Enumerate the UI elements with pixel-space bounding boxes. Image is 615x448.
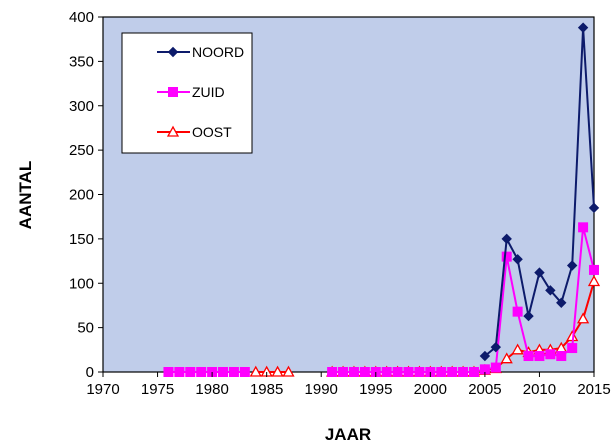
- x-tick-label: 2010: [523, 381, 556, 398]
- x-tick-label: 1980: [195, 381, 228, 398]
- data-point: [185, 367, 196, 377]
- data-point: [458, 367, 469, 377]
- data-point: [566, 260, 578, 271]
- x-tick-label: 1990: [305, 381, 338, 398]
- data-point: [271, 365, 284, 377]
- legend-label: NOORD: [192, 44, 244, 60]
- data-point: [218, 367, 229, 377]
- y-axis-title: AANTAL: [16, 161, 35, 230]
- data-point: [414, 367, 425, 377]
- data-point: [523, 310, 534, 322]
- data-point: [381, 367, 392, 377]
- data-point: [348, 367, 359, 377]
- data-point: [239, 367, 250, 377]
- data-point: [359, 367, 370, 377]
- y-tick-label: 0: [86, 364, 94, 381]
- data-point: [534, 267, 545, 278]
- data-point: [587, 275, 601, 287]
- data-point: [436, 367, 447, 377]
- x-tick-label: 1995: [359, 381, 392, 398]
- legend-marker: [167, 46, 179, 58]
- data-point: [163, 367, 174, 377]
- x-axis-title: JAAR: [325, 425, 371, 444]
- data-point: [392, 367, 403, 377]
- x-tick-label: 2015: [577, 381, 610, 398]
- data-point: [512, 306, 523, 317]
- data-point: [545, 349, 556, 360]
- x-tick-label: 1985: [250, 381, 283, 398]
- data-point: [501, 251, 512, 262]
- legend-marker: [166, 125, 180, 137]
- data-point: [576, 312, 590, 324]
- data-point: [578, 222, 589, 233]
- data-point: [338, 367, 349, 377]
- data-point: [468, 367, 479, 377]
- legend-items: NOORD ZUID OOST: [157, 44, 244, 140]
- data-point: [490, 341, 502, 353]
- legend-label: ZUID: [192, 84, 225, 100]
- data-point: [500, 352, 513, 364]
- y-tick-label: 400: [69, 9, 94, 26]
- y-tick-label: 350: [69, 53, 94, 70]
- data-point: [249, 365, 262, 377]
- data-point: [501, 233, 512, 245]
- legend: NOORD ZUID OOST: [121, 32, 253, 154]
- y-tick-label: 200: [69, 187, 94, 204]
- y-tick-label: 250: [69, 142, 94, 159]
- axis-layer: 1970 1975 1980 1985 1990 1995 2000 2005 2010 2015…: [69, 9, 611, 398]
- data-point: [567, 343, 578, 354]
- legend-label: OOST: [192, 124, 232, 140]
- data-point: [512, 254, 523, 265]
- data-point: [490, 362, 501, 373]
- data-point: [403, 367, 414, 377]
- data-point: [556, 351, 567, 362]
- data-point: [534, 351, 545, 362]
- x-tick-label: 2000: [414, 381, 447, 398]
- data-point: [577, 22, 589, 33]
- x-tick-label: 1975: [141, 381, 174, 398]
- data-point: [479, 350, 491, 362]
- data-point: [282, 365, 295, 377]
- data-point: [589, 264, 599, 275]
- data-point: [174, 367, 185, 377]
- data-point: [327, 367, 338, 377]
- x-tick-label: 2005: [468, 381, 501, 398]
- data-point: [196, 367, 207, 377]
- y-tick-label: 150: [69, 231, 94, 248]
- data-point: [228, 367, 239, 377]
- y-tick-label: 300: [69, 98, 94, 115]
- data-point: [556, 297, 567, 308]
- series-noord: [479, 22, 600, 362]
- legend-marker: [168, 87, 178, 97]
- data-point: [588, 202, 600, 214]
- y-tick-label: 100: [69, 275, 94, 292]
- data-point: [447, 367, 458, 377]
- data-point: [523, 351, 534, 362]
- x-tick-label: 1970: [86, 381, 119, 398]
- data-point: [511, 343, 524, 355]
- data-point: [545, 285, 556, 296]
- y-tick-label: 50: [77, 320, 94, 337]
